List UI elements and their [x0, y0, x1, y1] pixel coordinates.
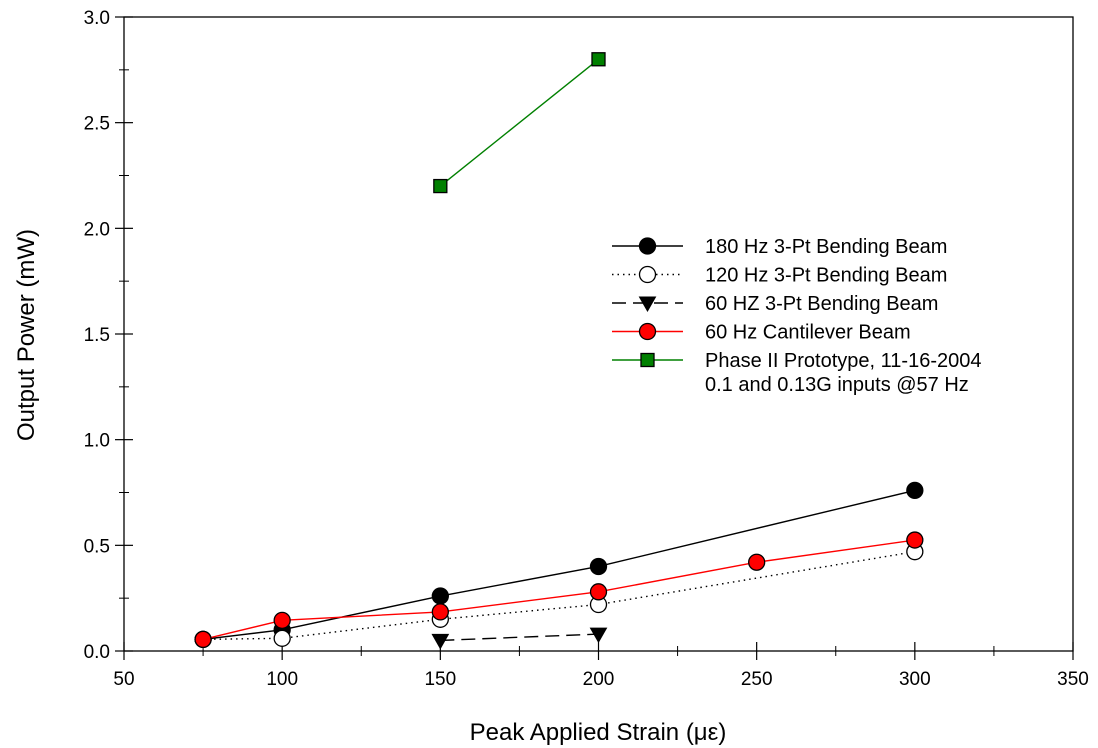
- legend-label-3: 60 Hz Cantilever Beam: [705, 322, 911, 344]
- data-point-3-0: [194, 630, 212, 649]
- data-point-0-3: [589, 557, 608, 576]
- x-tick-label: 300: [899, 669, 931, 690]
- plot-series: [194, 52, 924, 650]
- data-point-4-1: [591, 52, 606, 67]
- series-line-2: [440, 633, 599, 642]
- x-tick-label: 50: [113, 669, 134, 690]
- legend-label-0: 180 Hz 3-Pt Bending Beam: [705, 236, 947, 258]
- series-line-3: [202, 539, 915, 641]
- data-point-3-1: [273, 611, 291, 630]
- data-point-1-1: [273, 629, 291, 647]
- y-tick-label: 0.0: [84, 642, 110, 663]
- y-tick-label: 1.0: [84, 431, 110, 452]
- data-point-3-3: [589, 583, 608, 601]
- legend-marker-1: [638, 265, 657, 284]
- legend: 180 Hz 3-Pt Bending Beam 120 Hz 3-Pt Bend…: [612, 236, 981, 396]
- series-line-4: [439, 58, 599, 187]
- x-axis-title: Peak Applied Strain (με): [470, 719, 727, 746]
- data-point-0-2: [431, 587, 449, 605]
- legend-marker-2: [638, 296, 657, 313]
- data-point-2-0: [431, 633, 450, 650]
- legend-label-4-line2: 0.1 and 0.13G inputs @57 Hz: [705, 374, 969, 396]
- data-point-3-2: [431, 603, 449, 621]
- legend-marker-0: [638, 237, 657, 255]
- data-point-0-4: [906, 481, 924, 500]
- plot-frame: [123, 16, 1074, 652]
- legend-marker-4: [640, 352, 655, 368]
- legend-marker-3: [638, 322, 657, 341]
- legend-label-1: 120 Hz 3-Pt Bending Beam: [705, 265, 947, 287]
- x-tick-label: 250: [741, 669, 773, 690]
- series-line-0: [202, 489, 915, 641]
- data-point-4-0: [433, 178, 448, 194]
- x-tick-label: 200: [583, 669, 615, 690]
- data-point-3-4: [748, 553, 766, 571]
- legend-label-4: Phase II Prototype, 11-16-2004: [705, 350, 981, 372]
- data-point-2-1: [589, 627, 608, 644]
- series-line-1: [203, 550, 915, 641]
- y-tick-label: 0.5: [84, 536, 110, 557]
- x-tick-label: 350: [1057, 669, 1089, 690]
- y-tick-label: 3.0: [84, 8, 110, 29]
- x-tick-label: 150: [424, 669, 456, 690]
- x-tick-label: 100: [266, 669, 298, 690]
- legend-label-2: 60 HZ 3-Pt Bending Beam: [705, 293, 938, 315]
- y-tick-label: 2.5: [84, 114, 110, 135]
- data-point-3-5: [906, 531, 924, 549]
- y-tick-label: 1.5: [84, 325, 110, 346]
- y-tick-label: 2.0: [84, 219, 110, 240]
- axes: 50 100 150 200 250 300 350 0.0 0.5 1.0 1.5 2.0 2.5 3.…: [84, 8, 1089, 690]
- y-axis-title: Output Power (mW): [13, 229, 40, 441]
